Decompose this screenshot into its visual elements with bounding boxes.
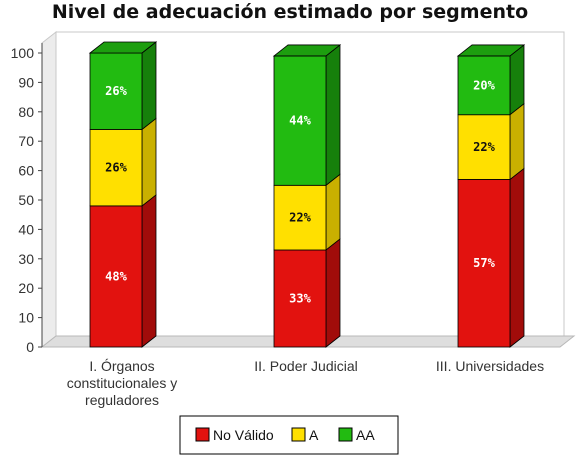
- x-category-label: I. Órganos: [89, 358, 154, 374]
- chart-title: Nivel de adecuación estimado por segment…: [52, 1, 528, 23]
- bar-top-face: [88, 41, 158, 54]
- bar-segment: [457, 114, 511, 180]
- legend-label: AA: [356, 427, 375, 443]
- bar-segment: [273, 249, 327, 348]
- stacked-bar: 33% 22% 44%: [272, 44, 342, 348]
- legend-swatch: [291, 427, 306, 442]
- bars-group: 48% 26% 26% 33% 22% 44% 57% 22% 20%: [88, 41, 526, 348]
- bar-value-label: 57%: [473, 256, 495, 270]
- legend-box: [179, 415, 399, 455]
- y-tick-label: 50: [18, 192, 34, 208]
- bar-side-face: [141, 194, 157, 348]
- left-wall: [41, 30, 57, 349]
- legend-label: No Válido: [213, 427, 274, 443]
- y-tick-label: 10: [18, 310, 34, 326]
- x-category-label: III. Universidades: [436, 358, 544, 374]
- stacked-bar: 57% 22% 20%: [456, 44, 526, 348]
- bar-side-face: [141, 117, 157, 207]
- y-tick-label: 20: [18, 280, 34, 296]
- bar-top-face: [456, 44, 526, 57]
- y-tick-label: 70: [18, 133, 34, 149]
- y-tick-label: 60: [18, 163, 34, 179]
- bar-side-face: [509, 44, 525, 116]
- bar-value-label: 26%: [105, 84, 127, 98]
- bar-segment: [457, 55, 511, 116]
- legend-swatch: [338, 427, 353, 442]
- legend-label: A: [309, 427, 319, 443]
- y-tick-label: 0: [26, 339, 34, 355]
- legend: No Válido A AA: [179, 415, 399, 455]
- bar-value-label: 26%: [105, 161, 127, 175]
- bar-top-face: [272, 44, 342, 57]
- bar-side-face: [325, 173, 341, 251]
- x-category-label: reguladores: [85, 392, 159, 408]
- bar-value-label: 22%: [289, 211, 311, 225]
- y-tick-label: 100: [11, 45, 35, 61]
- bar-segment: [273, 184, 327, 251]
- bar-side-face: [325, 238, 341, 348]
- x-category-label: II. Poder Judicial: [254, 358, 358, 374]
- bar-value-label: 22%: [473, 140, 495, 154]
- bar-side-face: [509, 102, 525, 181]
- y-tick-label: 90: [18, 74, 34, 90]
- bar-value-label: 33%: [289, 291, 311, 305]
- legend-swatch: [195, 427, 210, 442]
- bar-value-label: 48%: [105, 269, 127, 283]
- stacked-bar: 48% 26% 26%: [88, 41, 158, 348]
- bar-value-label: 20%: [473, 78, 495, 92]
- bar-value-label: 44%: [289, 114, 311, 128]
- bar-side-face: [141, 41, 157, 131]
- bar-segment: [89, 129, 143, 207]
- y-tick-label: 80: [18, 104, 34, 120]
- bar-segment: [457, 179, 511, 348]
- bar-side-face: [325, 44, 341, 187]
- y-tick-label: 30: [18, 251, 34, 267]
- bar-segment: [273, 55, 327, 186]
- bar-side-face: [509, 167, 525, 348]
- x-category-label: constitucionales y: [67, 375, 178, 391]
- bar-segment: [89, 52, 143, 130]
- y-tick-label: 40: [18, 221, 34, 237]
- bar-segment: [89, 205, 143, 348]
